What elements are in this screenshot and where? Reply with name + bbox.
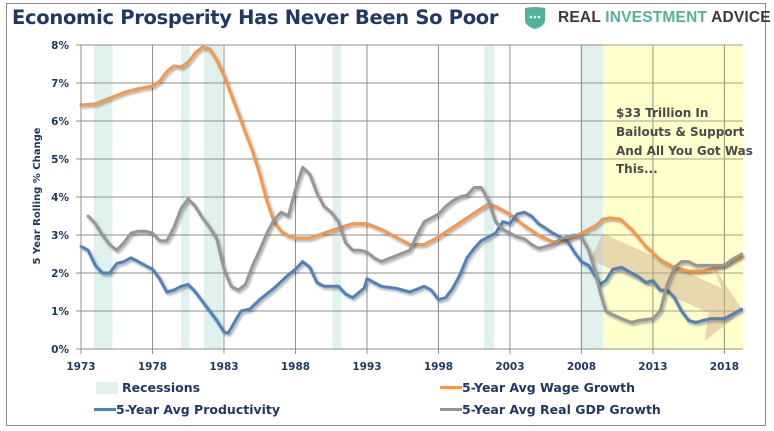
series-line-5-year-avg-wage-growth: [79, 45, 744, 273]
annotation: $33 Trillion In Bailouts & Support And A…: [616, 106, 753, 176]
gridlines: [80, 44, 743, 350]
annotation-line-2: Bailouts & Support: [616, 125, 744, 139]
y-tick-label: 0%: [51, 344, 69, 356]
x-tick-label: 1998: [424, 361, 453, 373]
tick-labels: 0% 1% 2% 3% 4% 5% 6% 7% 8% 1973 1978 1983 1988 1993 19…: [51, 40, 739, 373]
x-tick-label: 1983: [209, 361, 238, 373]
x-tick-label: 2013: [638, 361, 667, 373]
x-tick-label: 1973: [66, 361, 95, 373]
series-line-5-year-avg-productivity: [79, 210, 744, 335]
x-tick-label: 1988: [281, 361, 310, 373]
x-tick-label: 1978: [138, 361, 167, 373]
legend-label: 5-Year Avg Real GDP Growth: [462, 402, 661, 417]
page-title: Economic Prosperity Has Never Been So Po…: [12, 6, 499, 29]
y-tick-label: 3%: [51, 230, 69, 242]
brand-wordmark: REAL INVESTMENT ADVICE: [558, 9, 771, 27]
brand-word-real: REAL: [558, 9, 601, 26]
legend-swatch-recessions: [96, 381, 118, 394]
y-tick-label: 5%: [51, 154, 69, 166]
y-tick-label: 7%: [51, 78, 69, 90]
legend-productivity: 5-Year Avg Productivity: [94, 402, 280, 417]
y-tick-label: 2%: [51, 268, 69, 280]
shield-dots-icon: [525, 7, 545, 29]
brand-logo: REAL INVESTMENT ADVICE: [524, 6, 771, 30]
legend-label: 5-Year Avg Productivity: [116, 402, 281, 417]
legend-swatch-productivity: [94, 408, 116, 411]
legend-swatch-gdp: [440, 408, 462, 411]
x-tick-label: 2003: [495, 361, 524, 373]
series-line-5-year-avg-real-gdp-growth: [86, 165, 744, 324]
annotation-line-1: $33 Trillion In: [616, 106, 708, 120]
x-tick-label: 1993: [352, 361, 381, 373]
x-tick-label: 2018: [710, 361, 739, 373]
legend-gdp-growth: 5-Year Avg Real GDP Growth: [440, 402, 661, 417]
series-lines: [79, 45, 744, 335]
legend-label: Recessions: [122, 380, 201, 395]
annotation-line-3: And All You Got Was: [616, 144, 753, 158]
y-tick-label: 6%: [51, 116, 69, 128]
brand-word-investment: INVESTMENT: [605, 9, 708, 26]
legend-recessions: Recessions: [96, 380, 200, 395]
axes: [76, 44, 743, 354]
legend-label: 5-Year Avg Wage Growth: [462, 380, 636, 395]
y-tick-label: 8%: [51, 40, 69, 52]
legend-swatch-wage: [440, 386, 462, 389]
y-axis-label: 5 Year Rolling % Change: [32, 127, 43, 264]
y-tick-label: 4%: [51, 192, 69, 204]
x-tick-label: 2008: [567, 361, 596, 373]
brand-word-advice: ADVICE: [711, 9, 771, 26]
legend-wage-growth: 5-Year Avg Wage Growth: [440, 380, 635, 395]
y-tick-label: 1%: [51, 306, 69, 318]
annotation-line-4: This...: [616, 162, 658, 176]
